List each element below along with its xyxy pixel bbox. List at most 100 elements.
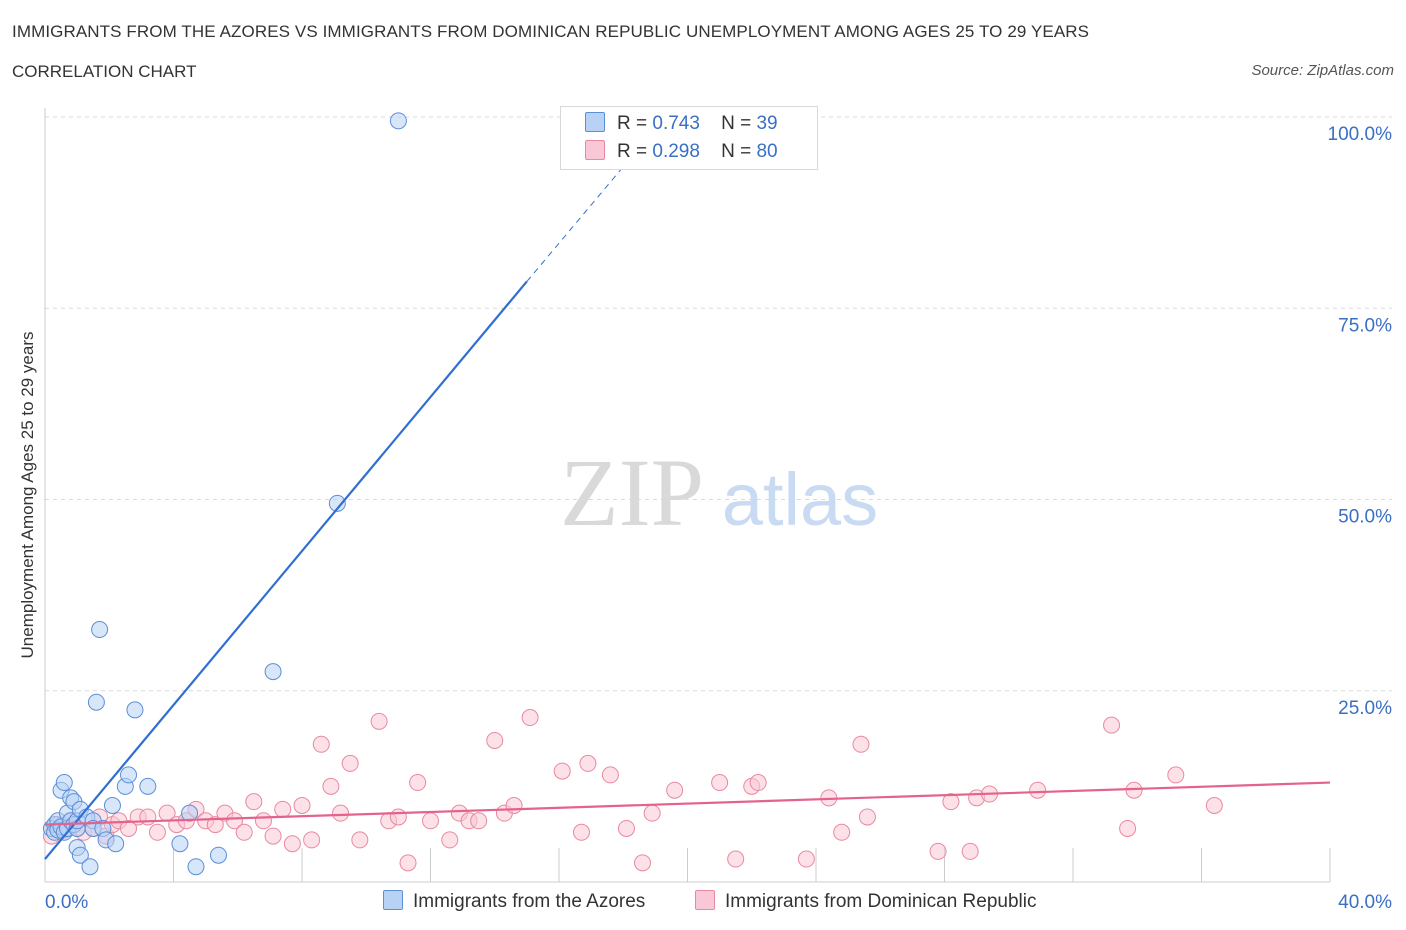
azores-legend-label: Immigrants from the Azores <box>413 891 646 912</box>
dominican-point <box>264 827 282 845</box>
azores-point <box>87 693 105 711</box>
dominican-point <box>579 754 597 772</box>
bottom-legend-dominican: Immigrants from Dominican Republic <box>695 890 1037 913</box>
dominican-point <box>749 774 767 792</box>
dominican-point <box>666 781 684 799</box>
axes-layer <box>44 108 1331 883</box>
azores-point <box>126 701 144 719</box>
dominican-point <box>1103 716 1121 734</box>
tick-labels: 25.0% 50.0% 75.0% 100.0% 0.0% 40.0% <box>45 124 1392 913</box>
dominican-point <box>553 762 571 780</box>
dominican-point <box>601 766 619 784</box>
legend-r-label: R = <box>617 113 648 134</box>
azores-swatch <box>383 890 403 910</box>
correlation-legend: R = 0.743 N = 39 R = 0.298 N = 80 <box>560 106 818 170</box>
dominican-point <box>572 823 590 841</box>
azores-point <box>171 835 189 853</box>
grid-layer <box>45 116 1392 692</box>
watermark-zip: ZIP <box>560 439 704 546</box>
azores-point <box>181 804 199 822</box>
dominican-point <box>441 831 459 849</box>
dominican-point <box>1167 766 1185 784</box>
azores-n-value: 39 <box>756 113 778 134</box>
dominican-point <box>332 804 350 822</box>
azores-point <box>91 621 109 639</box>
dominican-swatch <box>585 140 605 160</box>
dominican-point <box>852 735 870 753</box>
watermark-atlas: atlas <box>722 458 878 541</box>
azores-point <box>120 766 138 784</box>
dominican-point <box>399 854 417 872</box>
source-credit: Source: ZipAtlas.com <box>1251 62 1394 79</box>
dominican-point <box>1119 819 1137 837</box>
azores-r-value: 0.743 <box>652 113 700 134</box>
legend-n-label: N = <box>721 141 752 162</box>
chart-subtitle: CORRELATION CHART <box>12 62 197 81</box>
legend-n-label: N = <box>721 113 752 134</box>
dominican-point <box>254 812 272 830</box>
dominican-point <box>1205 797 1223 814</box>
dominican-point <box>139 808 157 826</box>
bottom-legend-azores: Immigrants from the Azores <box>383 890 645 913</box>
dominican-point <box>351 831 369 849</box>
dominican-point <box>303 831 321 849</box>
dominican-point <box>312 735 330 753</box>
dominican-swatch <box>695 890 715 910</box>
dominican-point <box>711 774 729 792</box>
dominican-point <box>858 808 876 826</box>
dominican-point <box>833 823 851 841</box>
dominican-point <box>634 854 652 872</box>
dominican-point <box>409 774 427 792</box>
azores-point <box>389 112 407 130</box>
legend-row-azores: R = 0.743 N = 39 <box>585 112 778 136</box>
dominican-point <box>617 819 635 837</box>
dominican-point <box>226 812 244 830</box>
azores-point <box>264 663 282 681</box>
dominican-point <box>961 842 979 860</box>
dominican-point <box>1029 781 1047 799</box>
azores-point <box>71 846 89 864</box>
dominican-point <box>206 816 224 834</box>
dominican-point <box>929 842 947 860</box>
dominican-point <box>293 797 311 814</box>
azores-point <box>209 846 227 864</box>
y-tick-label: 25.0% <box>1338 698 1392 719</box>
dominican-point <box>120 819 138 837</box>
dominican-point <box>274 800 292 818</box>
legend-row-dominican: R = 0.298 N = 80 <box>585 140 778 164</box>
dominican-point <box>283 835 301 853</box>
y-tick-label: 50.0% <box>1338 507 1392 528</box>
dominican-point <box>505 797 523 814</box>
dominican-point <box>235 823 253 841</box>
dominican-point <box>797 850 815 868</box>
azores-point <box>139 777 157 795</box>
dominican-point <box>942 793 960 811</box>
azores-point <box>187 858 205 876</box>
dominican-point <box>322 777 340 795</box>
dominican-point <box>521 709 539 727</box>
y-tick-label: 100.0% <box>1328 124 1393 145</box>
dominican-point <box>643 804 661 822</box>
dominican-r-value: 0.298 <box>652 141 700 162</box>
x-tick-label: 40.0% <box>1338 892 1392 913</box>
azores-point <box>81 858 99 876</box>
dominican-point <box>486 731 504 749</box>
azores-point <box>107 835 125 853</box>
azores-point <box>328 494 346 512</box>
y-tick-label: 75.0% <box>1338 315 1392 336</box>
dominican-trend-line <box>44 781 1331 826</box>
dominican-point <box>341 754 359 772</box>
dominican-point <box>422 812 439 830</box>
dominican-points <box>42 709 1223 872</box>
dominican-point <box>389 808 407 826</box>
azores-point <box>103 797 121 814</box>
dominican-point <box>370 712 388 730</box>
azores-swatch <box>585 112 605 132</box>
legend-r-label: R = <box>617 141 648 162</box>
dominican-n-value: 80 <box>756 141 778 162</box>
azores-trend-line <box>44 280 528 860</box>
chart-title: IMMIGRANTS FROM THE AZORES VS IMMIGRANTS… <box>12 22 1090 41</box>
azores-point <box>55 774 73 792</box>
dominican-point <box>470 812 488 830</box>
